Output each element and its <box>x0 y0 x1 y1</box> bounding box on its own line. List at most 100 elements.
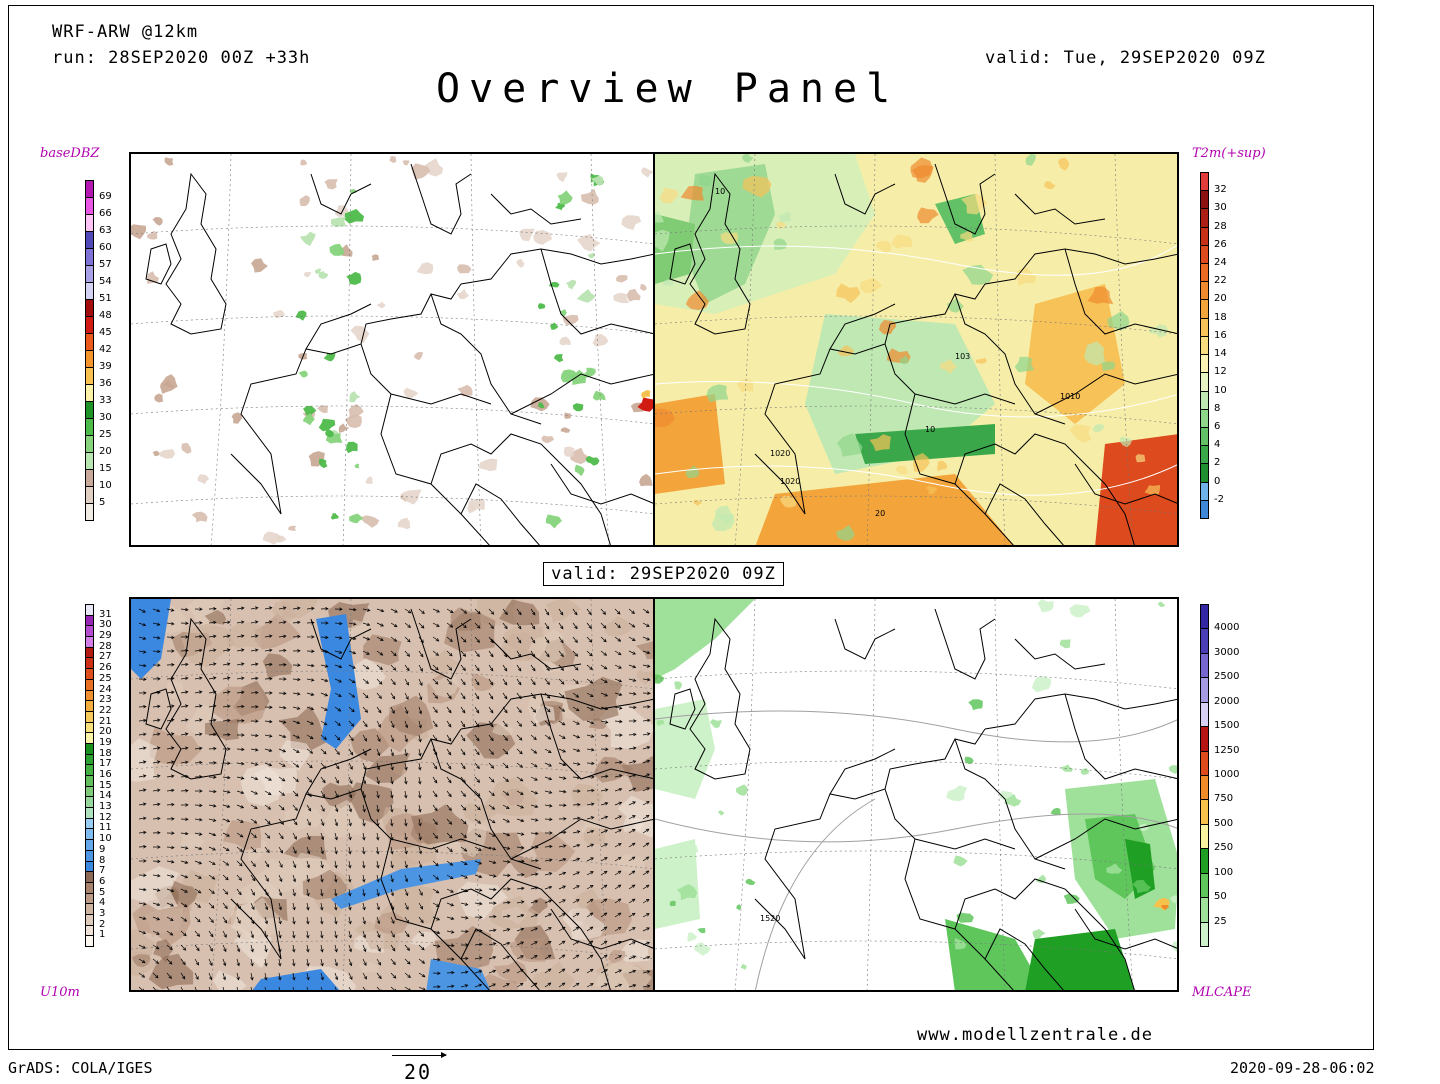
dbz-colorbar-segment <box>85 214 94 232</box>
t2m-colorbar-segment <box>1200 482 1209 501</box>
dbz-background <box>131 154 655 547</box>
u10-colorbar-label: 3 <box>99 908 105 919</box>
t2m-colorbar-segment <box>1200 318 1209 337</box>
cape-colorbar-segment <box>1200 604 1209 629</box>
t2m-colorbar-segment <box>1200 463 1209 482</box>
u10-colorbar-label: 25 <box>99 673 112 684</box>
dbz-colorbar-label: 15 <box>99 463 112 474</box>
grads-credit: GrADS: COLA/IGES <box>8 1059 153 1077</box>
dbz-colorbar-label: 45 <box>99 327 112 338</box>
u10-wind-arrowhead <box>195 990 198 992</box>
cape-colorbar-label: 500 <box>1214 818 1233 829</box>
u10-wind-arrowhead <box>293 991 296 992</box>
dbz-colorbar-segment <box>85 299 94 317</box>
u10-wind-arrowhead <box>223 991 226 992</box>
u10-colorbar-segment <box>85 604 94 616</box>
t2m-colorbar-label: 4 <box>1214 439 1220 450</box>
cape-colorbar-label: 250 <box>1214 842 1233 853</box>
t2m-colorbar-segment <box>1200 445 1209 464</box>
u10-colorbar-segment <box>85 828 94 840</box>
u10-colorbar-label: 28 <box>99 641 112 652</box>
t2m-contour-label: 1010 <box>1060 392 1080 401</box>
website-label: www.modellzentrale.de <box>917 1025 1153 1045</box>
cape-colorbar-label: 25 <box>1214 916 1227 927</box>
u10-colorbar-label: 21 <box>99 716 112 727</box>
t2m-colorbar-label: 2 <box>1214 457 1220 468</box>
dbz-colorbar-segment <box>85 418 94 436</box>
t2m-colorbar-segment <box>1200 391 1209 410</box>
u10-colorbar-label: 31 <box>99 609 112 620</box>
u10-wind-arrowhead <box>236 991 239 992</box>
t2m-patch <box>699 175 712 186</box>
dbz-colorbar-label: 54 <box>99 276 112 287</box>
u10-colorbar-segment <box>85 679 94 691</box>
u10-colorbar-segment <box>85 668 94 680</box>
t2m-contour-label: 1020 <box>770 449 790 458</box>
t2m-contour-label: 103 <box>955 352 970 361</box>
dbz-colorbar-segment <box>85 469 94 487</box>
dbz-colorbar-label: 51 <box>99 293 112 304</box>
dbz-colorbar-label: 60 <box>99 242 112 253</box>
t2m-colorbar-segment <box>1200 409 1209 428</box>
u10-colorbar-label: 23 <box>99 694 112 705</box>
reference-vector-label: 20 <box>404 1060 432 1084</box>
u10-wind-arrowhead <box>307 991 310 992</box>
t2m-colorbar-segment <box>1200 245 1209 264</box>
t2m-colorbar-segment <box>1200 172 1209 191</box>
u10-wind-arrowhead <box>250 991 253 992</box>
u10-colorbar-label: 17 <box>99 758 112 769</box>
t2m-colorbar-segment <box>1200 500 1209 519</box>
t2m-colorbar-segment <box>1200 281 1209 300</box>
t2m-contour-label: 1020 <box>780 477 800 486</box>
u10-colorbar-segment <box>85 732 94 744</box>
u10-colorbar-segment <box>85 925 94 937</box>
run-label: run: 28SEP2020 00Z +33h <box>52 48 310 68</box>
u10-colorbar-label: 29 <box>99 630 112 641</box>
u10-colorbar-label: 19 <box>99 737 112 748</box>
t2m-colorbar-label: 8 <box>1214 403 1220 414</box>
cape-contour-label: 1520 <box>760 914 780 923</box>
u10-colorbar-segment <box>85 871 94 883</box>
reference-vector-line <box>392 1055 446 1056</box>
dbz-colorbar-label: 36 <box>99 378 112 389</box>
dbz-colorbar-label: 48 <box>99 310 112 321</box>
dbz-colorbar-segment <box>85 401 94 419</box>
dbz-echo-blob <box>564 412 571 418</box>
u10-colorbar-label: 11 <box>99 822 112 833</box>
dbz-colorbar-label: 10 <box>99 480 112 491</box>
wind-10m-map <box>129 597 655 992</box>
center-valid-label: valid: 29SEP2020 09Z <box>543 562 784 586</box>
t2m-colorbar-label: 12 <box>1214 366 1227 377</box>
u10-colorbar-segment <box>85 807 94 819</box>
valid-label: valid: Tue, 29SEP2020 09Z <box>985 48 1266 68</box>
cape-colorbar-segment <box>1200 677 1209 702</box>
t2m-colorbar-segment <box>1200 427 1209 446</box>
u10-wind-arrowhead <box>364 990 367 992</box>
u10-colorbar-segment <box>85 657 94 669</box>
dbz-colorbar-segment <box>85 316 94 334</box>
u10-colorbar-segment <box>85 764 94 776</box>
u10-wind-arrowhead <box>182 990 185 992</box>
u10-colorbar-segment <box>85 754 94 766</box>
radar-reflectivity-map <box>129 152 655 547</box>
cape-colorbar-label: 3000 <box>1214 647 1239 658</box>
u10-speed-patch <box>213 687 266 724</box>
u10-colorbar-label: 18 <box>99 748 112 759</box>
dbz-colorbar-segment <box>85 231 94 249</box>
dbz-colorbar-segment <box>85 350 94 368</box>
u10-wind-arrowhead <box>321 991 324 992</box>
t2m-balkan-hot <box>1095 434 1179 547</box>
cape-colorbar-segment <box>1200 653 1209 678</box>
cape-colorbar-segment <box>1200 799 1209 824</box>
u10-colorbar-segment <box>85 700 94 712</box>
u10-wind-arrowhead <box>264 991 267 992</box>
u10-wind-arrowhead <box>278 991 281 992</box>
u10-colorbar-segment <box>85 935 94 947</box>
u10-colorbar-label: 6 <box>99 876 105 887</box>
u10-colorbar-label: 24 <box>99 684 112 695</box>
t2m-contour-label: 10 <box>925 425 935 434</box>
cape-colorbar-label: 1250 <box>1214 745 1239 756</box>
u10-colorbar-label: 12 <box>99 812 112 823</box>
cape-colorbar-segment <box>1200 897 1209 922</box>
